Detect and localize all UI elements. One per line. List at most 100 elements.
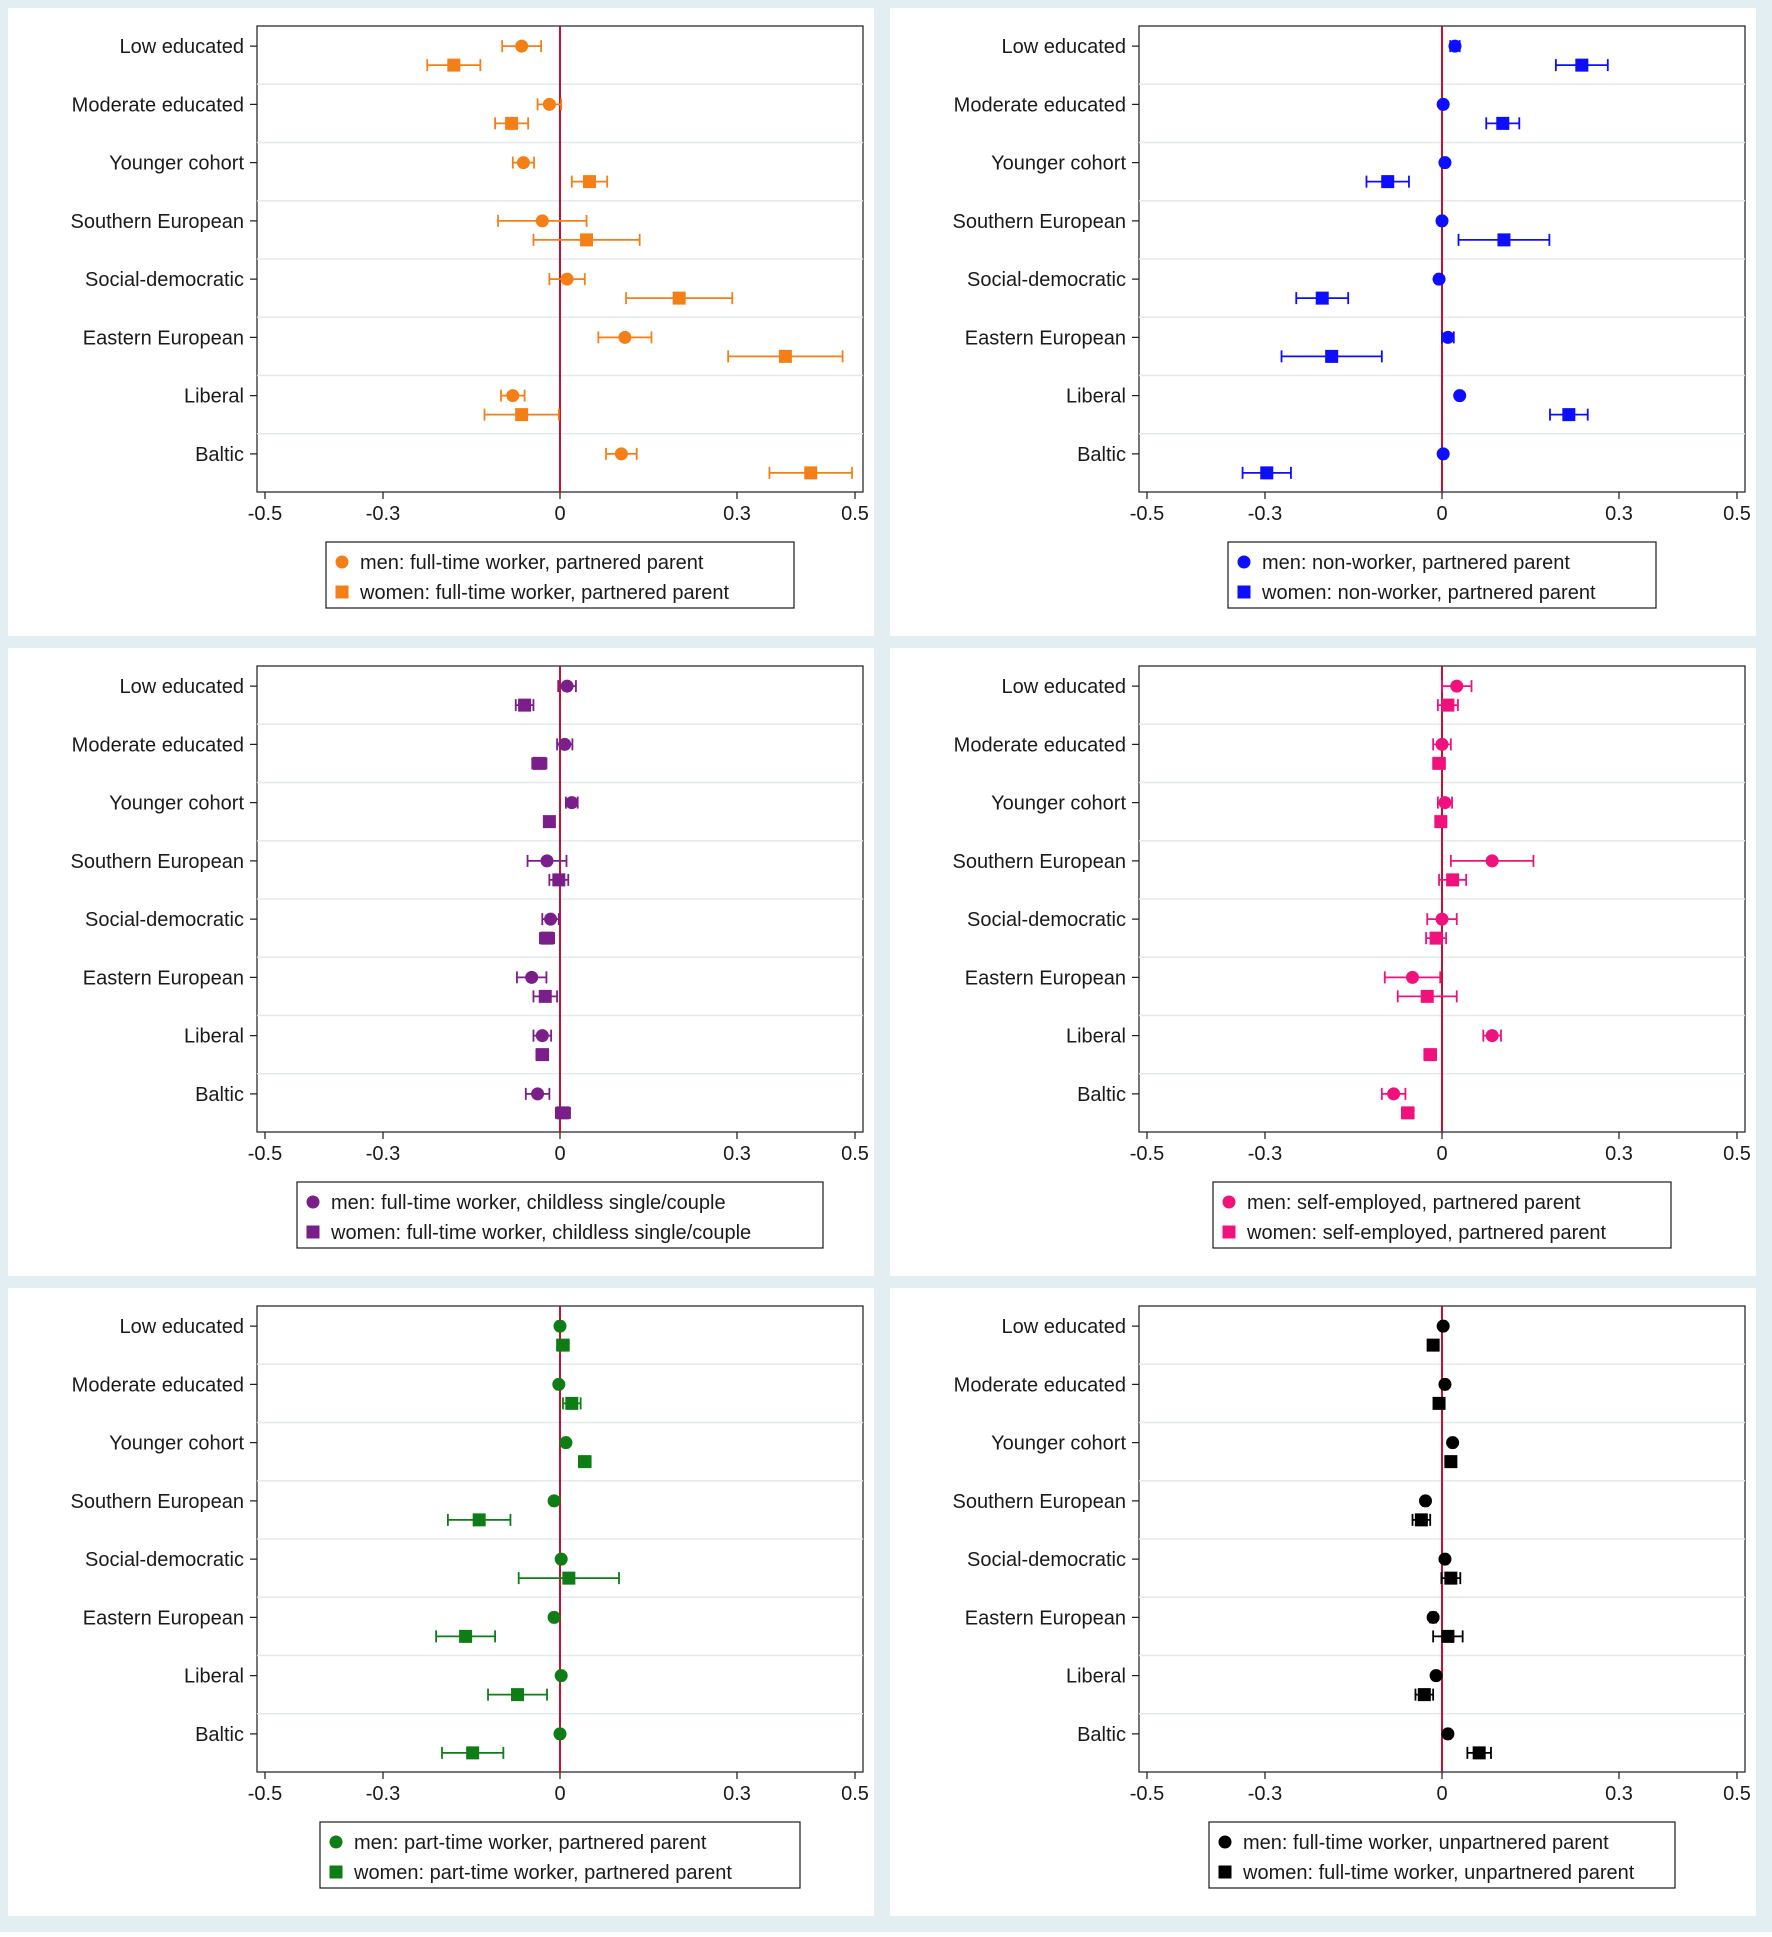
legend-label: women: full-time worker, unpartnered par… <box>1242 1862 1635 1884</box>
x-tick-label: 0 <box>1436 1783 1447 1805</box>
point-men <box>544 912 558 926</box>
point-women <box>472 1513 486 1527</box>
x-tick-label: 0.5 <box>1723 1783 1751 1805</box>
y-tick-label: Social-democratic <box>967 1549 1126 1571</box>
point-women <box>1562 408 1576 422</box>
point-men <box>547 1494 561 1508</box>
point-men <box>1485 1029 1499 1043</box>
point-men <box>559 1436 573 1450</box>
point-men <box>553 1727 567 1741</box>
point-women <box>1446 873 1460 887</box>
legend-marker-square <box>1218 1865 1232 1879</box>
y-tick-label: Low educated <box>119 36 244 58</box>
point-men <box>554 1552 568 1566</box>
point-men <box>525 970 539 984</box>
x-tick-label: -0.5 <box>248 503 282 525</box>
y-tick-label: Low educated <box>119 676 244 698</box>
y-tick-label: Liberal <box>184 1666 244 1688</box>
x-tick-label: 0.5 <box>841 1143 869 1165</box>
point-women <box>1575 58 1589 72</box>
y-tick-label: Moderate educated <box>954 1374 1126 1396</box>
legend-label: men: full-time worker, childless single/… <box>331 1192 726 1214</box>
legend-marker-circle <box>1218 1835 1232 1849</box>
point-women <box>1429 931 1443 945</box>
point-women <box>459 1629 473 1643</box>
legend-box <box>1208 1821 1676 1889</box>
x-tick-label: 0.3 <box>1605 1143 1633 1165</box>
y-tick-label: Low educated <box>1001 36 1126 58</box>
legend-box <box>1227 541 1657 609</box>
point-women <box>556 1106 570 1120</box>
point-women <box>1325 349 1339 363</box>
y-tick-label: Younger cohort <box>991 153 1126 175</box>
legend-label: men: full-time worker, partnered parent <box>360 552 704 574</box>
point-men <box>1436 447 1450 461</box>
point-women <box>1441 1629 1455 1643</box>
y-tick-label: Liberal <box>1066 1666 1126 1688</box>
point-women <box>580 233 594 247</box>
y-tick-label: Low educated <box>1001 1316 1126 1338</box>
y-tick-label: Social-democratic <box>85 1549 244 1571</box>
legend-label: men: non-worker, partnered parent <box>1262 552 1570 574</box>
point-men <box>1448 39 1462 53</box>
y-tick-label: Eastern European <box>83 1607 244 1629</box>
point-men <box>515 39 529 53</box>
x-tick-label: -0.3 <box>1248 1143 1282 1165</box>
point-women <box>1426 1338 1440 1352</box>
x-tick-label: -0.5 <box>248 1783 282 1805</box>
x-tick-label: 0.3 <box>1605 1783 1633 1805</box>
y-tick-label: Baltic <box>195 1084 244 1106</box>
point-women <box>562 1571 576 1585</box>
y-tick-label: Low educated <box>119 1316 244 1338</box>
y-tick-label: Southern European <box>953 1491 1126 1513</box>
point-men <box>618 330 632 344</box>
point-men <box>1441 330 1455 344</box>
point-women <box>532 756 546 770</box>
panel-1: Low educated Moderate educated Younger coh… <box>8 8 874 636</box>
x-tick-label: 0.3 <box>723 503 751 525</box>
x-tick-label: -0.5 <box>1130 503 1164 525</box>
point-men <box>614 447 628 461</box>
legend-box <box>325 541 795 609</box>
point-women <box>1315 291 1329 305</box>
legend-label: women: non-worker, partnered parent <box>1261 582 1596 604</box>
point-women <box>804 466 818 480</box>
y-tick-label: Eastern European <box>965 1607 1126 1629</box>
point-women <box>1381 175 1395 189</box>
panel-6: Low educated Moderate educated Younger coh… <box>890 1288 1756 1916</box>
point-men <box>547 1610 561 1624</box>
point-men <box>1435 214 1449 228</box>
y-tick-label: Moderate educated <box>954 94 1126 116</box>
x-tick-label: -0.3 <box>366 1783 400 1805</box>
y-tick-label: Baltic <box>1077 1724 1126 1746</box>
legend-marker-circle <box>329 1835 343 1849</box>
point-men <box>560 272 574 286</box>
legend-box <box>296 1181 824 1249</box>
x-tick-label: -0.3 <box>366 503 400 525</box>
y-tick-label: Younger cohort <box>991 793 1126 815</box>
point-women <box>1423 1048 1437 1062</box>
point-men <box>1387 1087 1401 1101</box>
y-tick-label: Social-democratic <box>967 269 1126 291</box>
y-tick-label: Eastern European <box>965 327 1126 349</box>
x-tick-label: -0.5 <box>248 1143 282 1165</box>
y-tick-label: Moderate educated <box>72 94 244 116</box>
point-women <box>1401 1106 1415 1120</box>
legend-label: men: full-time worker, unpartnered paren… <box>1243 1832 1609 1854</box>
y-tick-label: Social-democratic <box>85 909 244 931</box>
x-tick-label: 0.3 <box>723 1783 751 1805</box>
x-tick-label: 0 <box>554 1783 565 1805</box>
point-women <box>518 698 532 712</box>
y-tick-label: Baltic <box>195 444 244 466</box>
point-women <box>1497 233 1511 247</box>
x-tick-label: 0.3 <box>723 1143 751 1165</box>
point-men <box>535 214 549 228</box>
point-men <box>535 1029 549 1043</box>
point-men <box>553 1319 567 1333</box>
x-tick-label: 0 <box>554 1143 565 1165</box>
legend-label: men: part-time worker, partnered parent <box>354 1832 707 1854</box>
point-men <box>1438 796 1452 810</box>
point-women <box>1417 1688 1431 1702</box>
point-women <box>1432 1396 1446 1410</box>
point-men <box>1485 854 1499 868</box>
